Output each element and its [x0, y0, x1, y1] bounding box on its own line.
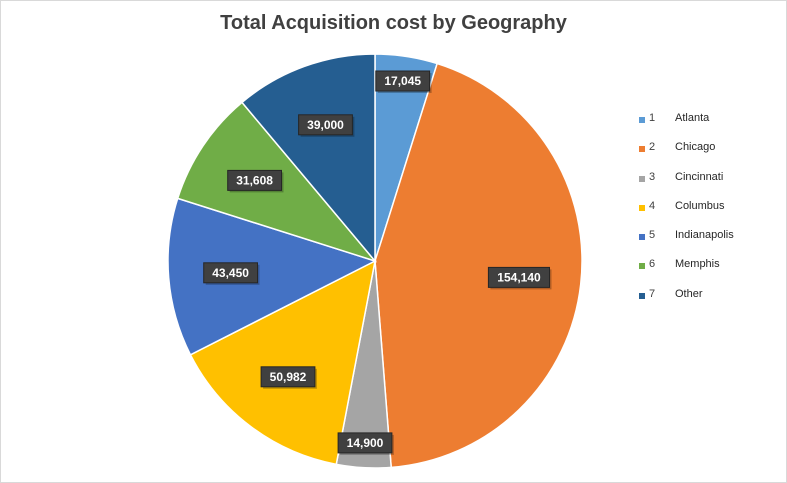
legend: 1 Atlanta 2 Chicago 3 Cincinnati 4 Columbus 5 Ind… [639, 112, 734, 317]
legend-item-memphis: 6 Memphis [639, 258, 734, 287]
legend-number: 2 [649, 141, 656, 154]
data-label-text: 17,045 [384, 74, 421, 88]
data-label-text: 154,140 [497, 270, 541, 284]
legend-label: Chicago [675, 141, 716, 154]
legend-label: Columbus [675, 199, 725, 212]
legend-label: Memphis [675, 258, 720, 271]
data-label-text: 31,608 [236, 173, 273, 187]
data-label-cincinnati: 14,900 [337, 432, 394, 455]
data-label-text: 50,982 [270, 370, 307, 384]
pie-slice-chicago [374, 62, 583, 469]
legend-swatch [639, 292, 645, 299]
legend-swatch [639, 204, 645, 211]
data-label-memphis: 31,608 [227, 169, 284, 193]
data-label-atlanta: 17,045 [375, 70, 432, 93]
data-label-columbus: 50,982 [260, 366, 317, 389]
data-label-box [260, 366, 316, 388]
data-label-text: 39,000 [307, 118, 344, 132]
data-label-box [203, 262, 258, 284]
legend-item-columbus: 4 Columbus [639, 200, 734, 229]
data-label-other: 39,000 [298, 114, 355, 137]
legend-swatch [639, 263, 645, 270]
legend-item-atlanta: 1 Atlanta [639, 112, 734, 141]
legend-number: 4 [649, 199, 656, 212]
legend-label: Atlanta [675, 112, 710, 124]
legend-number: 7 [649, 287, 656, 300]
legend-label: Indianapolis [675, 229, 734, 242]
legend-label: Other [675, 287, 703, 300]
data-label-box [487, 266, 550, 288]
legend-item-other: 7 Other [639, 288, 734, 317]
data-label-box [375, 70, 431, 92]
data-label-box [337, 432, 393, 454]
legend-label: Cincinnati [675, 170, 724, 183]
data-label-text: 43,450 [212, 266, 249, 280]
pie-slice-other [240, 53, 376, 264]
legend-number: 3 [649, 170, 656, 183]
data-label-text: 14,900 [347, 436, 384, 450]
legend-swatch [639, 234, 645, 241]
pie-slice-columbus [189, 259, 377, 466]
chart-title: Total Acquisition cost by Geography [220, 12, 567, 34]
data-label-box [298, 114, 353, 136]
pie-slice-indianapolis [167, 197, 377, 356]
pie-slices [167, 53, 583, 469]
data-labels: 17,045 154,140 14,900 50,982 43,450 31,608 39,… [203, 70, 552, 455]
legend-swatch [639, 175, 645, 182]
legend-number: 5 [649, 229, 656, 242]
legend-number: 6 [649, 258, 656, 271]
legend-item-cincinnati: 3 Cincinnati [639, 171, 734, 200]
legend-item-indianapolis: 5 Indianapolis [639, 229, 734, 258]
data-label-indianapolis: 43,450 [203, 262, 260, 285]
legend-swatch [639, 146, 645, 153]
legend-number: 1 [649, 112, 656, 124]
legend-item-chicago: 2 Chicago [639, 141, 734, 170]
data-label-chicago: 154,140 [487, 266, 552, 290]
data-label-box [227, 169, 282, 191]
legend-swatch [639, 117, 645, 123]
